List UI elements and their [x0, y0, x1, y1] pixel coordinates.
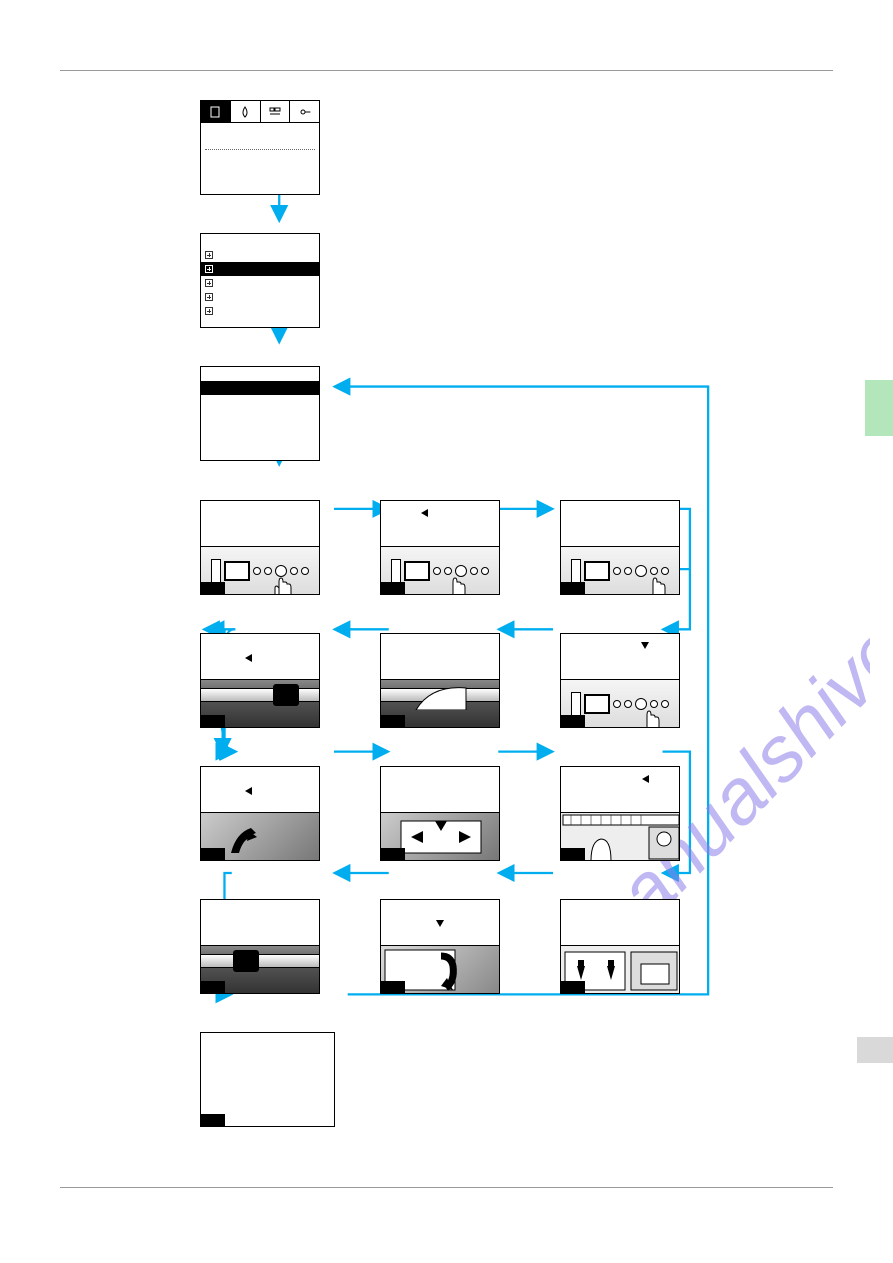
triangle-down-icon	[641, 642, 649, 649]
menu-tab-row	[201, 101, 319, 123]
step-number-badge	[201, 1114, 225, 1126]
menu-tab-screen	[200, 100, 320, 195]
expand-icon	[205, 251, 213, 259]
step-printer-12	[200, 899, 320, 994]
step-printer-5	[380, 633, 500, 728]
step-number-badge	[561, 582, 585, 594]
hand-press-icon	[641, 568, 669, 594]
list-item-selected	[201, 262, 319, 276]
list-item	[201, 304, 319, 318]
tab-paper-icon	[201, 101, 231, 122]
menu-divider-dotted	[205, 149, 315, 150]
list-item	[201, 248, 319, 262]
expand-icon	[205, 307, 213, 315]
chapter-side-tab	[865, 380, 893, 436]
triangle-left-icon	[245, 787, 252, 795]
list-item	[201, 290, 319, 304]
step-lever-11	[380, 899, 500, 994]
step-number-badge	[201, 582, 225, 594]
expand-icon	[205, 265, 213, 273]
hand-press-icon	[635, 701, 663, 727]
triangle-down-icon	[436, 920, 444, 927]
triangle-left-icon	[421, 509, 428, 517]
paper-sheet-icon	[411, 680, 471, 710]
tab-settings-icon	[261, 101, 291, 122]
hand-press-icon	[267, 568, 295, 594]
step-lever-8	[380, 766, 500, 861]
step-number-badge	[381, 848, 405, 860]
step-number-badge	[201, 715, 225, 727]
step-number-badge	[201, 981, 225, 993]
expand-icon	[205, 293, 213, 301]
step-number-badge	[381, 715, 405, 727]
list-menu-screen	[200, 233, 320, 328]
hand-press-icon	[441, 568, 469, 594]
step-interior-10	[560, 899, 680, 994]
step-panel-4	[560, 633, 680, 728]
step-number-badge	[561, 848, 585, 860]
step-number-badge	[561, 715, 585, 727]
step-panel-1	[200, 500, 320, 595]
detail-highlight-bar	[201, 381, 319, 395]
step-number-badge	[381, 981, 405, 993]
step-number-badge	[201, 848, 225, 860]
triangle-left-icon	[245, 654, 252, 662]
expand-icon	[205, 279, 213, 287]
step-lever-7	[200, 766, 320, 861]
step-panel-3	[560, 500, 680, 595]
step-number-badge	[381, 582, 405, 594]
step-interior-9	[560, 766, 680, 861]
page-number-tab	[857, 1037, 893, 1063]
flowchart-content: manualshive.com	[200, 100, 760, 1040]
top-divider	[60, 70, 833, 71]
tab-maintenance-icon	[290, 101, 319, 122]
step-number-badge	[561, 981, 585, 993]
bottom-divider	[60, 1187, 833, 1188]
tab-ink-icon	[231, 101, 261, 122]
step-printer-6	[200, 633, 320, 728]
step-final	[200, 1032, 335, 1127]
step-panel-2	[380, 500, 500, 595]
triangle-left-icon	[642, 775, 649, 783]
detail-screen	[200, 366, 320, 461]
list-item	[201, 276, 319, 290]
page-container: manualshive.com	[0, 0, 893, 1263]
